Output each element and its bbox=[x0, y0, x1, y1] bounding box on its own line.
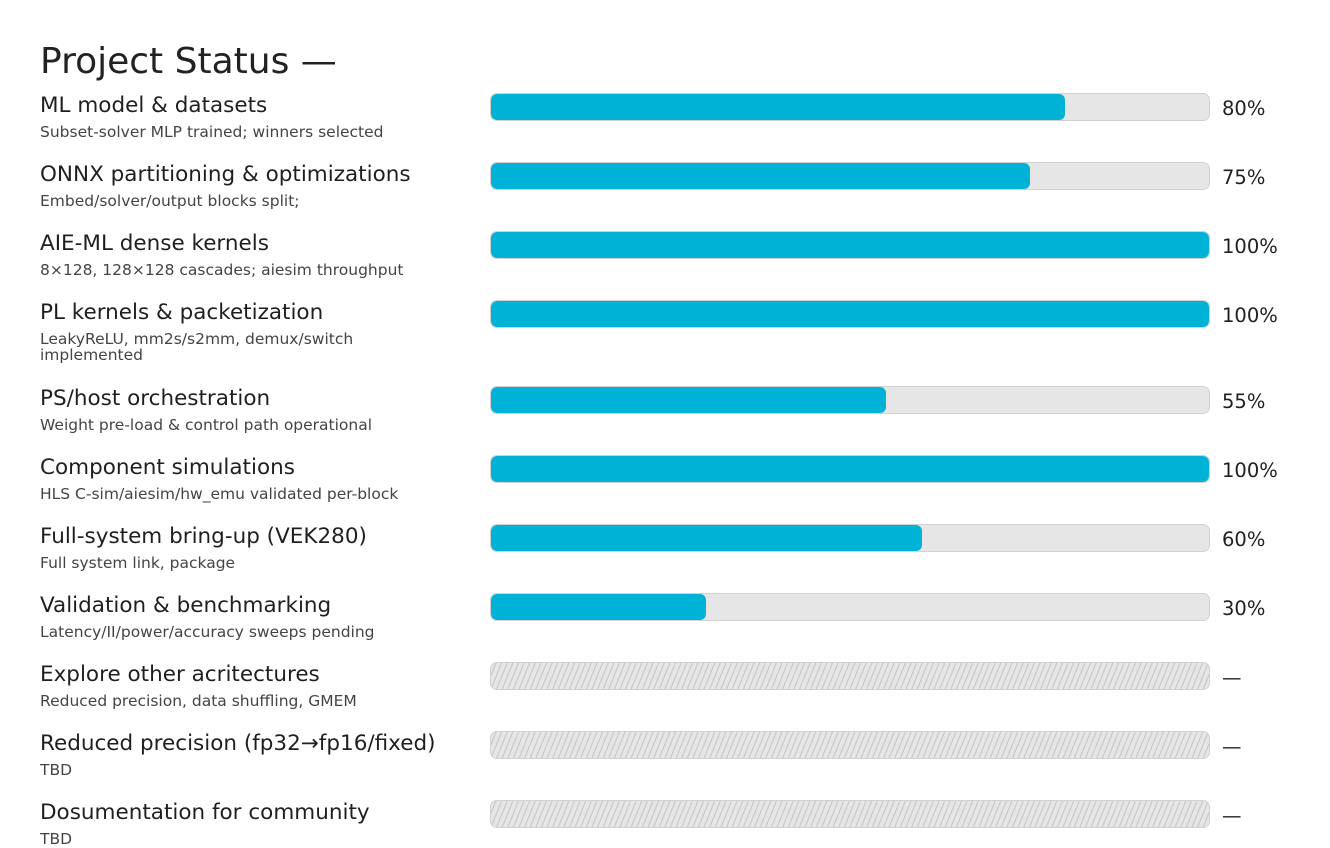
task-description: HLS C-sim/aiesim/hw_emu validated per-bl… bbox=[40, 485, 399, 503]
task-description: Embed/solver/output blocks split; bbox=[40, 192, 300, 210]
task-description: Full system link, package bbox=[40, 554, 236, 572]
task-label: PL kernels & packetization bbox=[40, 300, 324, 325]
task-description: Reduced precision, data shuffling, GMEM bbox=[40, 692, 357, 710]
progress-value: 100% bbox=[1222, 304, 1278, 327]
task-label: Dosumentation for community bbox=[40, 800, 370, 825]
task-label: PS/host orchestration bbox=[40, 386, 271, 411]
task-description: Subset-solver MLP trained; winners selec… bbox=[40, 123, 384, 141]
task-label: Validation & benchmarking bbox=[40, 593, 332, 618]
progress-value: — bbox=[1222, 735, 1242, 758]
progress-track bbox=[490, 162, 1210, 190]
task-label: Full-system bring-up (VEK280) bbox=[40, 524, 367, 549]
progress-track bbox=[490, 300, 1210, 328]
progress-value: 75% bbox=[1222, 166, 1266, 189]
progress-track bbox=[490, 455, 1210, 483]
task-label: ML model & datasets bbox=[40, 93, 268, 118]
task-label: Reduced precision (fp32→fp16/fixed) bbox=[40, 731, 436, 756]
progress-value: 100% bbox=[1222, 235, 1278, 258]
task-description: Weight pre-load & control path operation… bbox=[40, 416, 373, 434]
progress-track-pending bbox=[490, 662, 1210, 690]
progress-track bbox=[490, 93, 1210, 121]
progress-track bbox=[490, 231, 1210, 259]
progress-track-pending bbox=[490, 731, 1210, 759]
progress-track bbox=[490, 593, 1210, 621]
progress-bar-fill bbox=[491, 163, 1030, 189]
progress-bar-fill bbox=[491, 525, 922, 551]
task-description: 8×128, 128×128 cascades; aiesim throughp… bbox=[40, 261, 404, 279]
progress-bar-fill bbox=[491, 387, 886, 413]
progress-track bbox=[490, 386, 1210, 414]
progress-bar-fill bbox=[491, 456, 1209, 482]
chart-title: Project Status — bbox=[40, 41, 337, 82]
task-description: LeakyReLU, mm2s/s2mm, demux/switch imple… bbox=[40, 330, 354, 364]
progress-value: 55% bbox=[1222, 390, 1266, 413]
progress-bar-fill bbox=[491, 232, 1209, 258]
progress-value: — bbox=[1222, 666, 1242, 689]
progress-track-pending bbox=[490, 800, 1210, 828]
task-description: TBD bbox=[40, 830, 73, 848]
task-description: TBD bbox=[40, 761, 73, 779]
progress-value: 60% bbox=[1222, 528, 1266, 551]
progress-track bbox=[490, 524, 1210, 552]
task-description: Latency/II/power/accuracy sweeps pending bbox=[40, 623, 375, 641]
progress-bar-fill bbox=[491, 594, 707, 620]
task-label: ONNX partitioning & optimizations bbox=[40, 162, 411, 187]
progress-value: 30% bbox=[1222, 597, 1266, 620]
progress-bar-fill bbox=[491, 301, 1209, 327]
task-label: AIE-ML dense kernels bbox=[40, 231, 269, 256]
progress-value: — bbox=[1222, 804, 1242, 827]
task-label: Component simulations bbox=[40, 455, 295, 480]
progress-value: 100% bbox=[1222, 459, 1278, 482]
progress-value: 80% bbox=[1222, 97, 1266, 120]
progress-bar-fill bbox=[491, 94, 1066, 120]
task-label: Explore other acritectures bbox=[40, 662, 320, 687]
